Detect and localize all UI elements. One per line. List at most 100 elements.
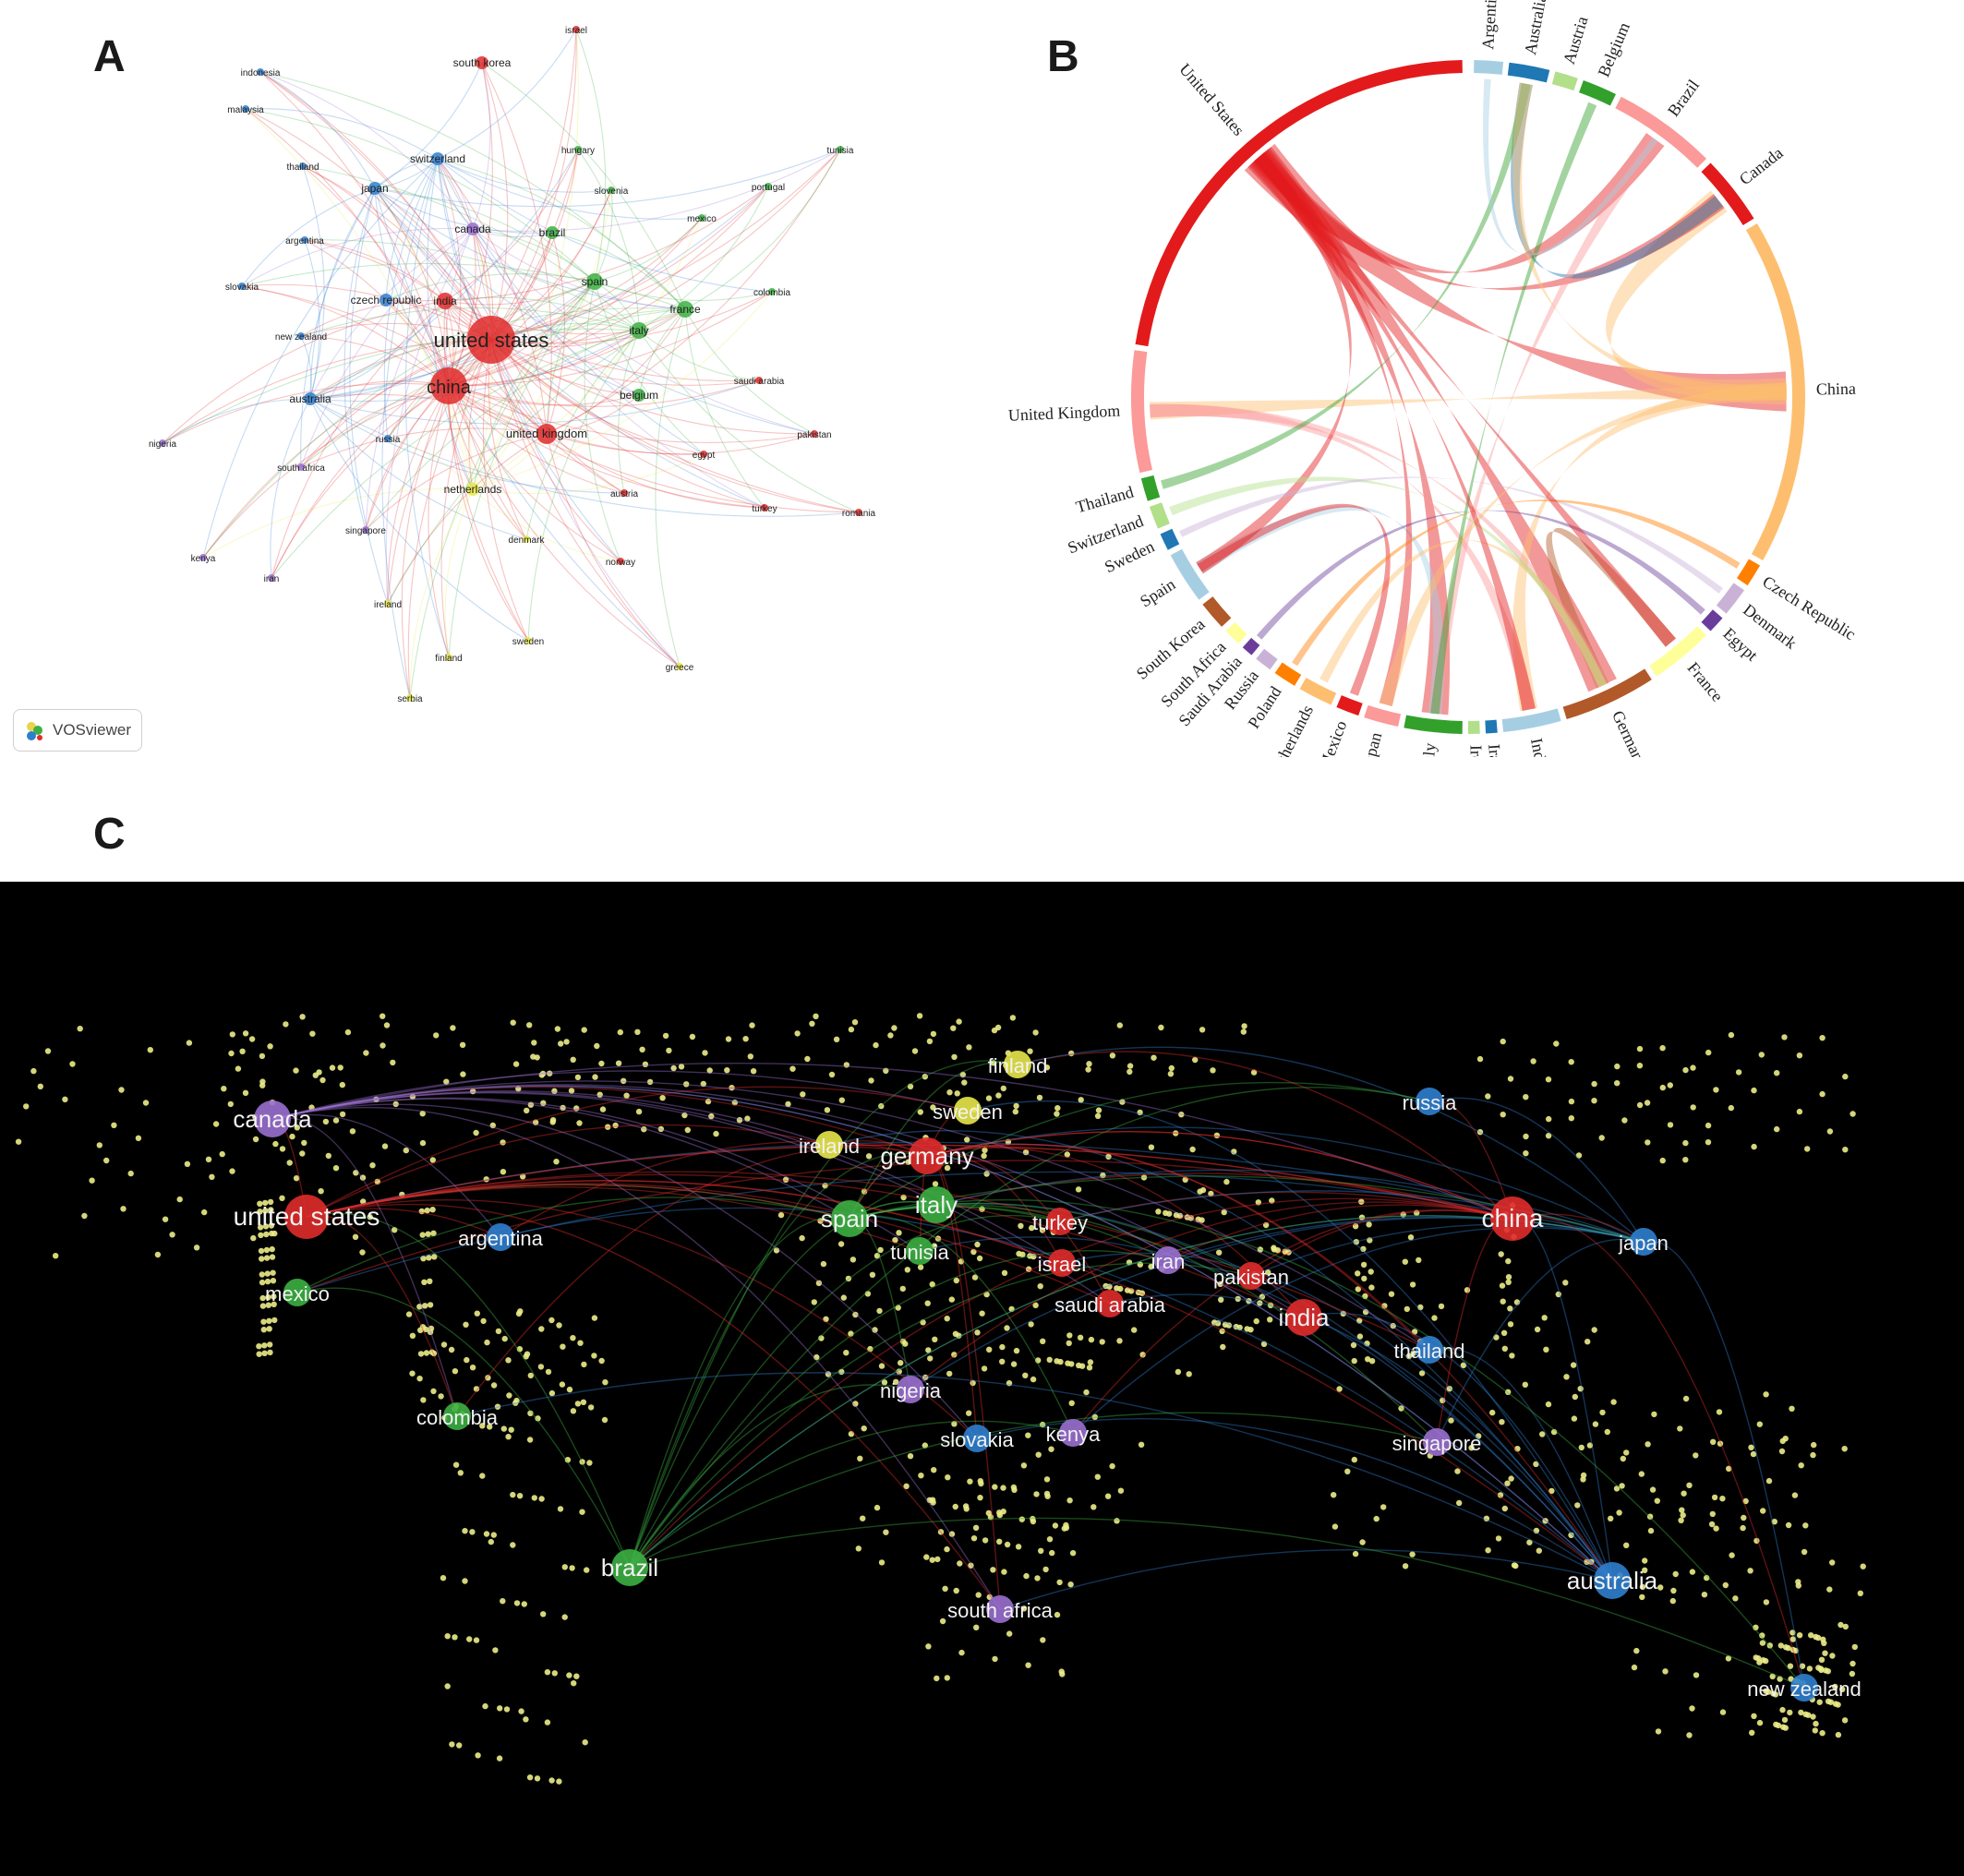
- network-edge: [259, 71, 474, 230]
- label-australia: australia: [289, 392, 331, 405]
- node-colombia[interactable]: [768, 288, 776, 295]
- label-south-korea: south korea: [453, 56, 512, 69]
- node-norway[interactable]: [617, 558, 624, 565]
- sector-label-canada: Canada: [1736, 143, 1787, 188]
- node-saudi-arabia[interactable]: [755, 377, 763, 384]
- network-graph: united states china united kingdom india sou…: [149, 26, 876, 704]
- world-map-background: [0, 882, 1964, 1876]
- network-labels: united states china united kingdom india sou…: [149, 26, 876, 704]
- node-serbia[interactable]: [406, 694, 414, 702]
- network-edge: [374, 187, 492, 341]
- network-edge: [365, 385, 450, 531]
- label-brazil: brazil: [539, 226, 566, 239]
- node-mexico[interactable]: [698, 214, 705, 222]
- vosviewer-label: VOSviewer: [53, 721, 132, 739]
- node-finland[interactable]: [445, 654, 452, 661]
- network-edge: [241, 187, 376, 287]
- sector-label-denmark: Denmark: [1740, 600, 1800, 653]
- network-edge: [448, 385, 705, 455]
- node-hungary[interactable]: [574, 146, 582, 153]
- node-romania[interactable]: [855, 509, 862, 516]
- network-edge: [448, 385, 815, 443]
- node-south-africa[interactable]: [297, 463, 305, 471]
- network-edge: [638, 330, 760, 381]
- node-iran[interactable]: [268, 574, 275, 582]
- network-edge: [407, 339, 492, 699]
- network-edge: [241, 262, 686, 310]
- node-pakistan[interactable]: [811, 430, 818, 438]
- node-brazil[interactable]: [546, 226, 559, 239]
- network-edge: [309, 379, 760, 425]
- node-spain[interactable]: [586, 273, 603, 290]
- network-edge: [490, 339, 765, 509]
- chord-united-states-japan: [1254, 151, 1413, 707]
- network-edge: [385, 158, 439, 301]
- node-portugal[interactable]: [765, 183, 772, 190]
- node-china[interactable]: [430, 367, 467, 404]
- node-turkey[interactable]: [761, 504, 768, 511]
- network-edge: [309, 339, 492, 400]
- node-kenya[interactable]: [199, 554, 207, 561]
- network-edge: [638, 308, 686, 396]
- node-japan[interactable]: [368, 182, 381, 195]
- network-edge: [472, 453, 705, 495]
- node-argentina[interactable]: [301, 236, 308, 244]
- node-tunisia[interactable]: [837, 146, 844, 153]
- network-edge: [546, 394, 640, 435]
- node-singapore[interactable]: [362, 526, 369, 534]
- node-india[interactable]: [437, 293, 453, 309]
- node-czech-republic[interactable]: [380, 294, 392, 307]
- node-austria[interactable]: [621, 489, 628, 497]
- chord-china-united-kingdom: [1150, 382, 1787, 420]
- node-sweden[interactable]: [524, 637, 532, 644]
- node-new-zealand[interactable]: [297, 332, 305, 340]
- network-edge: [444, 296, 640, 331]
- node-russia[interactable]: [384, 435, 392, 442]
- node-malaysia[interactable]: [242, 105, 249, 113]
- network-edge: [546, 149, 841, 435]
- network-edge: [448, 149, 841, 387]
- sector-saudi-arabia: [1242, 637, 1260, 655]
- chord-egypt-saudi-arabia: [1256, 510, 1705, 640]
- node-netherlands[interactable]: [466, 483, 479, 496]
- node-united-states[interactable]: [467, 316, 515, 364]
- node-greece[interactable]: [676, 663, 683, 670]
- network-edge: [309, 330, 640, 403]
- node-denmark[interactable]: [523, 535, 530, 543]
- node-slovenia[interactable]: [608, 186, 615, 194]
- network-edge: [472, 291, 773, 490]
- node-slovakia[interactable]: [238, 283, 246, 290]
- network-edge: [437, 158, 705, 455]
- sector-label-australia: Australia: [1521, 0, 1550, 56]
- sector-label-mexico: Mexico: [1315, 718, 1350, 757]
- node-thailand[interactable]: [299, 162, 307, 170]
- chord-united-kingdom-germany: [1150, 403, 1609, 689]
- node-australia[interactable]: [304, 392, 317, 405]
- label-thailand: thailand: [286, 162, 319, 173]
- node-canada[interactable]: [466, 222, 479, 235]
- network-edge: [387, 433, 548, 605]
- node-italy[interactable]: [631, 322, 647, 339]
- node-belgium[interactable]: [633, 389, 645, 402]
- network-edge: [387, 438, 474, 490]
- chord-thailand-australia: [1161, 82, 1531, 489]
- network-edge: [241, 285, 450, 387]
- node-nigeria[interactable]: [159, 439, 166, 447]
- panel-label-b: B: [1047, 32, 1079, 81]
- sector-label-belgium: Belgium: [1594, 19, 1633, 79]
- node-egypt[interactable]: [700, 451, 707, 458]
- node-israel[interactable]: [572, 26, 580, 33]
- node-south-korea[interactable]: [476, 56, 488, 69]
- label-russia: russia: [376, 435, 401, 445]
- node-ireland[interactable]: [384, 600, 392, 607]
- network-edge: [381, 158, 439, 699]
- sector-south-africa: [1225, 621, 1247, 643]
- sector-label-austria: Austria: [1560, 14, 1592, 66]
- network-edge: [300, 339, 492, 468]
- node-switzerland[interactable]: [431, 152, 444, 165]
- node-indonesia[interactable]: [257, 68, 264, 76]
- node-france[interactable]: [677, 301, 693, 318]
- network-edge: [202, 281, 596, 559]
- node-united-kingdom[interactable]: [536, 424, 557, 444]
- network-edge: [304, 239, 492, 341]
